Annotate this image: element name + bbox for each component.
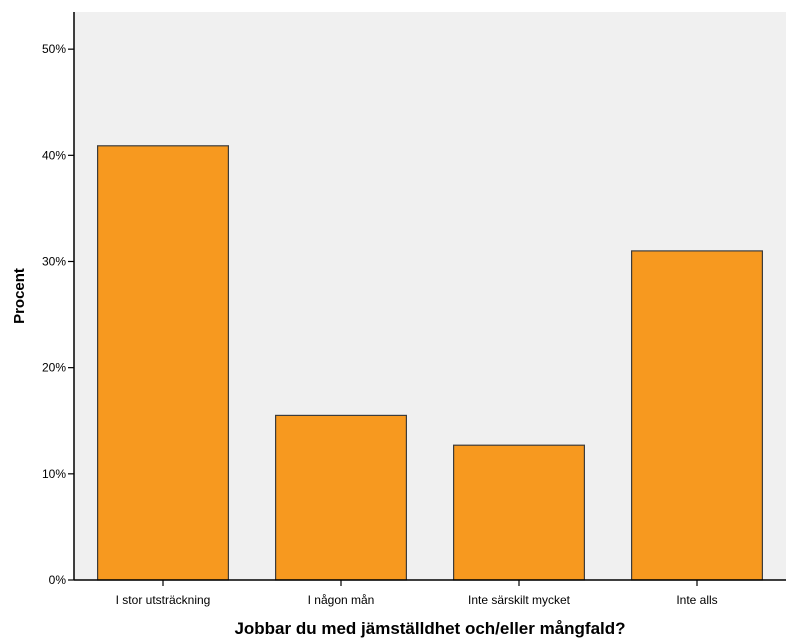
y-tick-label: 40% bbox=[42, 148, 66, 162]
y-axis: 0% 10% 20% 30% 40% 50% bbox=[42, 12, 74, 587]
bar-2 bbox=[276, 415, 407, 580]
bar-4 bbox=[632, 251, 763, 580]
bar-1 bbox=[98, 146, 229, 580]
y-tick-label: 20% bbox=[42, 361, 66, 375]
y-axis-title: Procent bbox=[11, 268, 28, 324]
y-tick-label: 50% bbox=[42, 42, 66, 56]
x-tick-label: I stor utsträckning bbox=[116, 593, 211, 607]
x-axis: I stor utsträckning I någon mån Inte särsk… bbox=[74, 580, 786, 607]
bar-3 bbox=[454, 445, 585, 580]
x-tick-label: Inte särskilt mycket bbox=[468, 593, 571, 607]
x-tick-label: Inte alls bbox=[676, 593, 717, 607]
y-tick-label: 10% bbox=[42, 467, 66, 481]
x-tick-label: I någon mån bbox=[308, 593, 375, 607]
x-axis-title: Jobbar du med jämställdhet och/eller mån… bbox=[234, 619, 625, 638]
y-tick-label: 30% bbox=[42, 254, 66, 268]
y-tick-label: 0% bbox=[49, 573, 67, 587]
